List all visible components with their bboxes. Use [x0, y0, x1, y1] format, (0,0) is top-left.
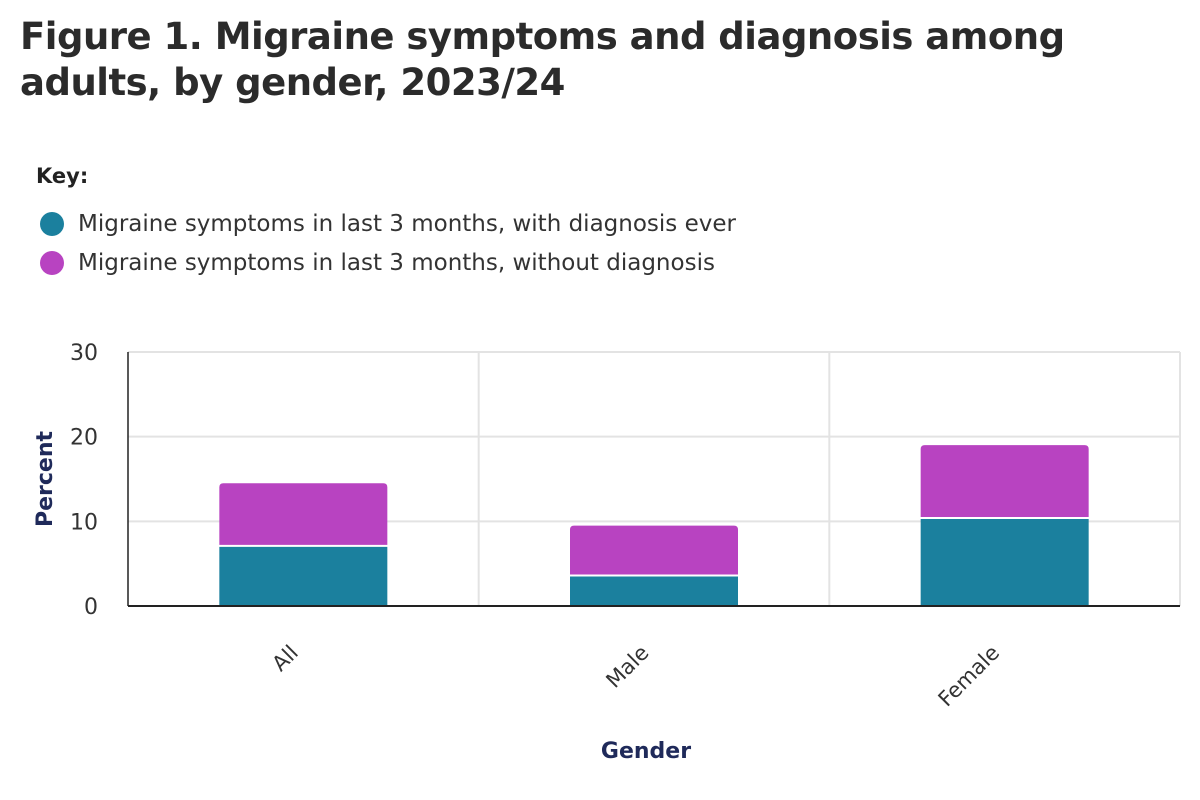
bar-segment: [219, 546, 388, 606]
x-tick-label: Female: [934, 641, 1005, 712]
y-tick-label: 10: [70, 510, 98, 535]
legend-item-with-diagnosis: Migraine symptoms in last 3 months, with…: [40, 211, 736, 237]
y-tick-label: 20: [70, 426, 98, 451]
bar-segment: [920, 445, 1089, 517]
y-tick-label: 0: [84, 595, 98, 620]
legend-item-without-diagnosis: Migraine symptoms in last 3 months, with…: [40, 250, 715, 276]
bar-segment: [570, 525, 738, 575]
bar-segment: [219, 483, 388, 545]
legend-swatch: [40, 212, 64, 236]
legend-label: Migraine symptoms in last 3 months, with…: [78, 211, 736, 237]
legend-swatch: [40, 251, 64, 275]
y-axis-title: Percent: [33, 431, 58, 528]
bar-segment: [920, 518, 1089, 606]
legend-title: Key:: [36, 164, 89, 188]
legend-label: Migraine symptoms in last 3 months, with…: [78, 250, 715, 276]
y-tick-label: 30: [70, 341, 98, 366]
x-tick-label: Male: [601, 641, 653, 693]
x-tick-label: All: [267, 641, 302, 676]
x-axis-title: Gender: [601, 739, 691, 764]
bar-segment: [570, 576, 738, 606]
chart-title: Figure 1. Migraine symptoms and diagnosi…: [20, 15, 1065, 104]
